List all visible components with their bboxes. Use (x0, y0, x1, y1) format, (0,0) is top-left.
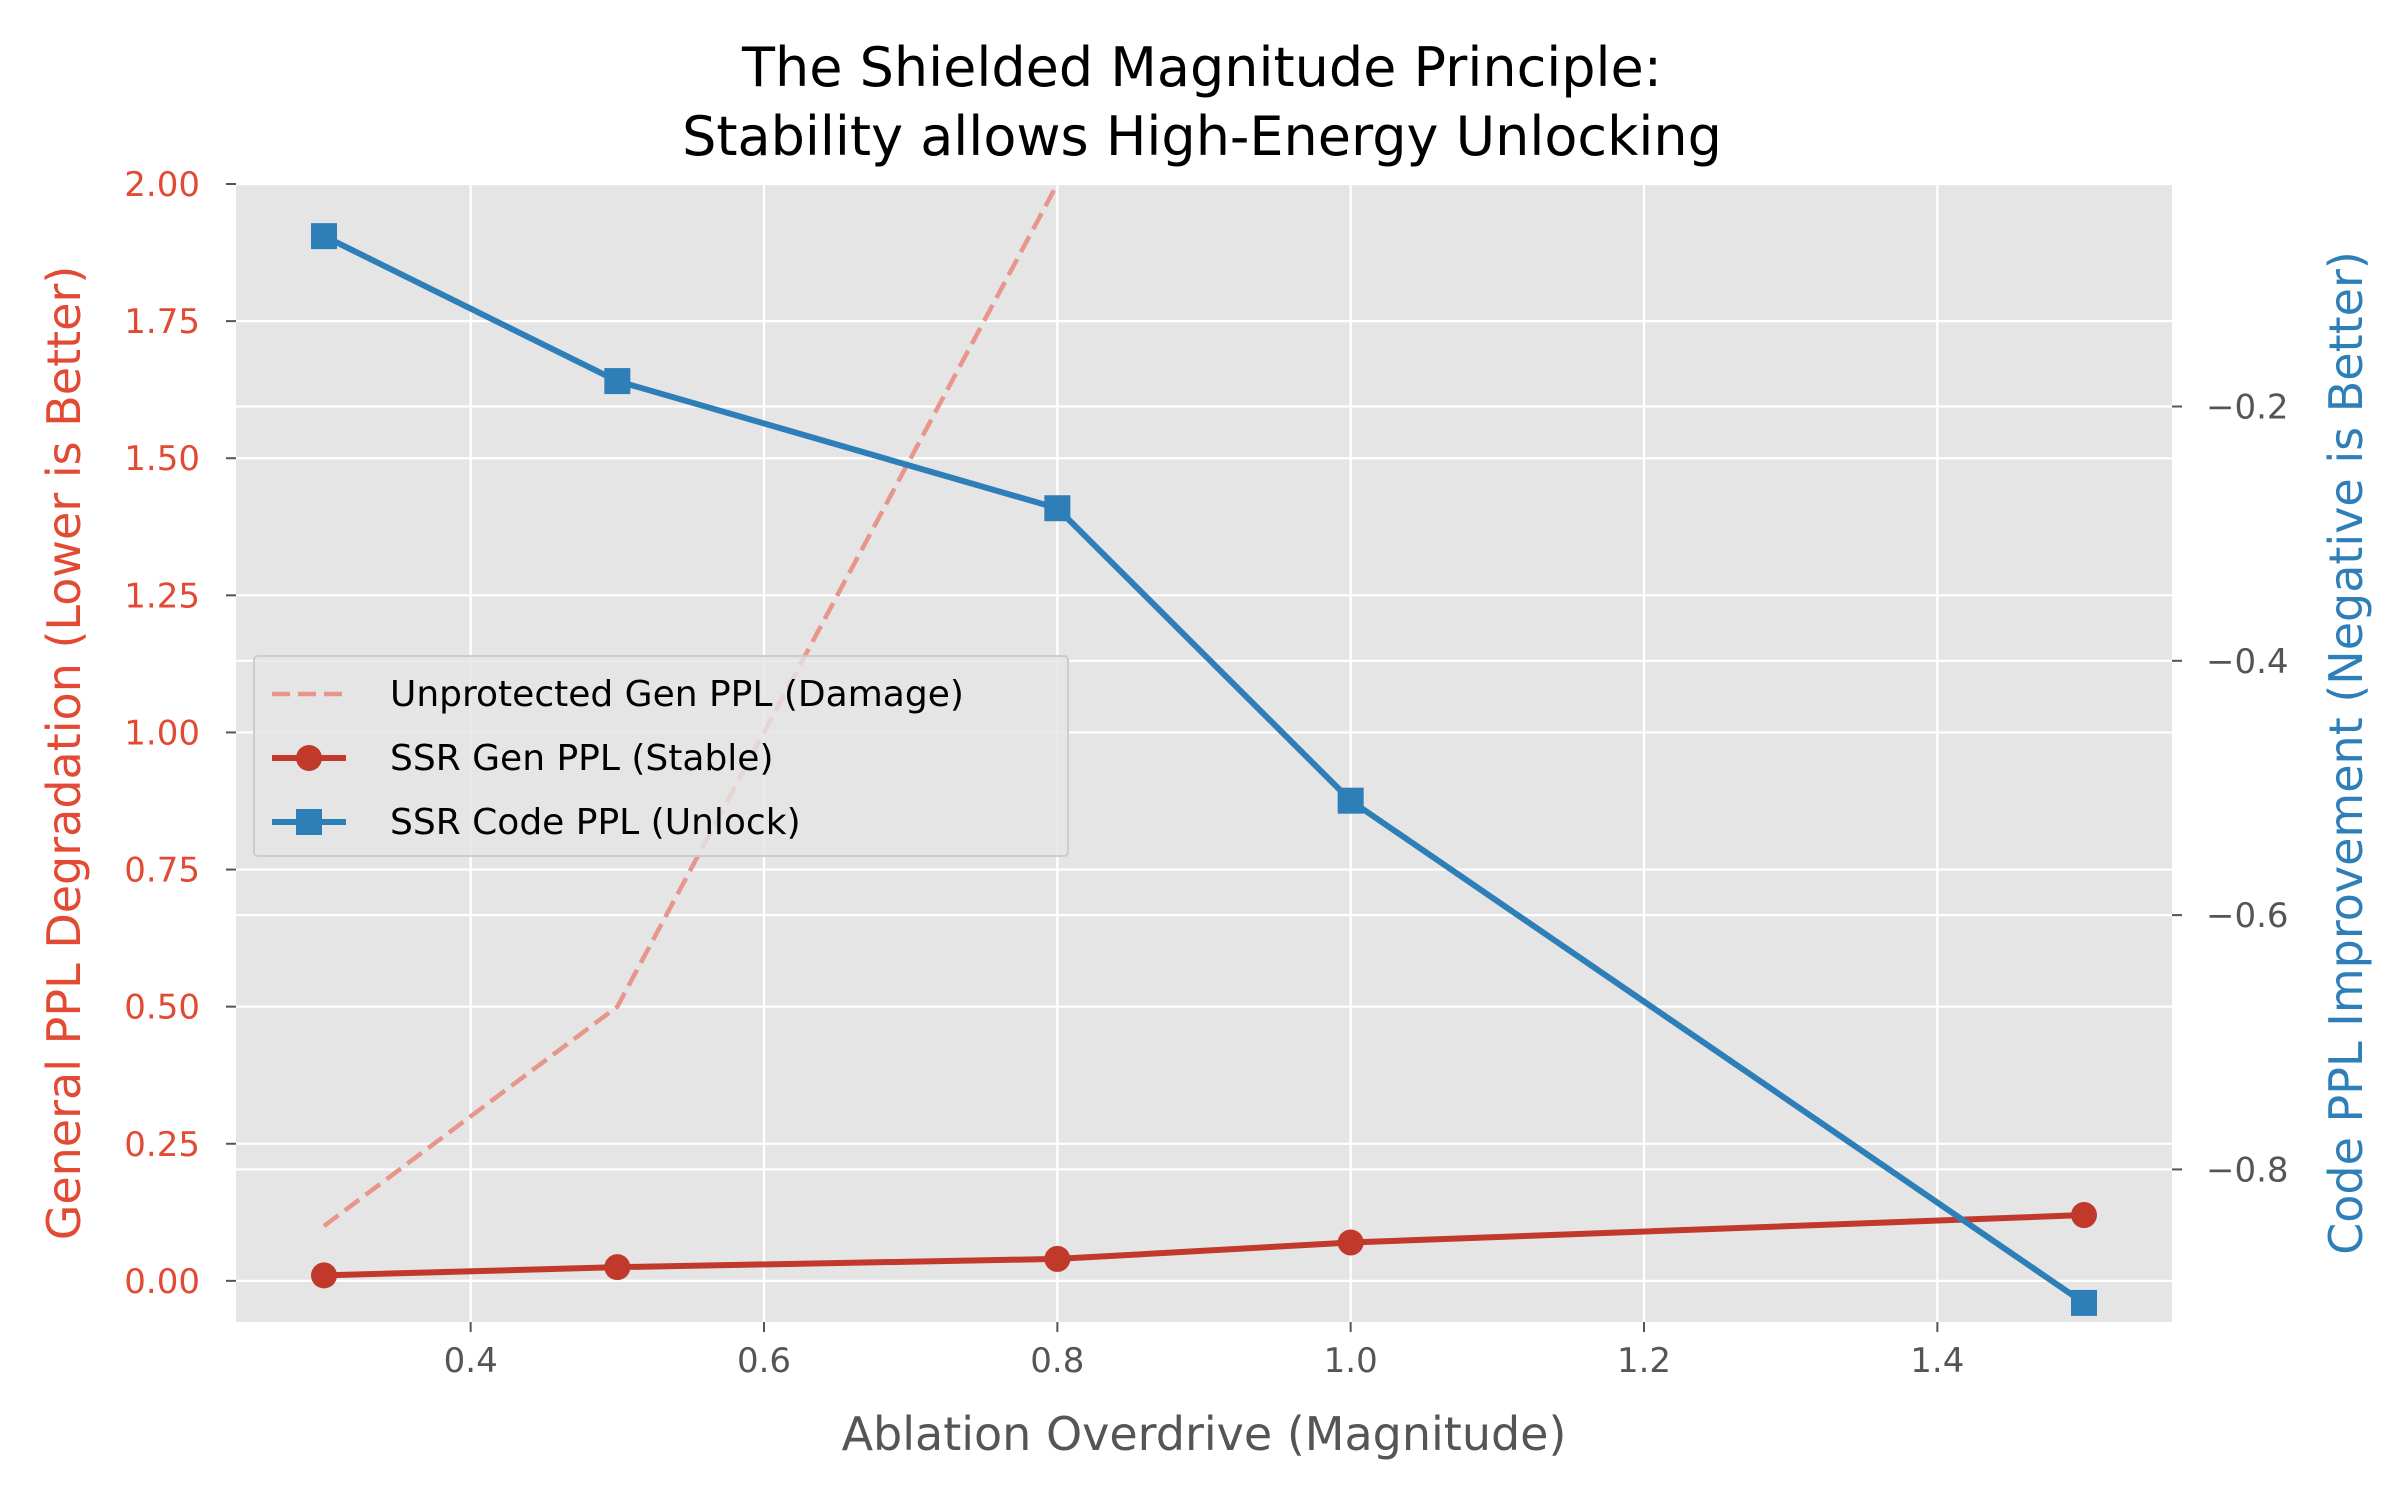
series-2-point-4 (2071, 1289, 2097, 1316)
legend-label-0: Unprotected Gen PPL (Damage) (390, 674, 964, 715)
legend: Unprotected Gen PPL (Damage) SSR Gen PPL … (253, 655, 1069, 857)
y-right-tick-label-3: −0.8 (2206, 1150, 2289, 1190)
y-right-tick-label-0: −0.2 (2206, 388, 2289, 428)
series-layer (311, 184, 2097, 1316)
series-2-point-1 (604, 368, 631, 395)
y-right-tick-label-1: −0.4 (2206, 642, 2289, 682)
y-left-tick-label-2: 0.50 (124, 988, 200, 1028)
y-left-tick-label-6: 1.50 (124, 439, 200, 479)
y-axis-left-label: General PPL Degradation (Lower is Better… (37, 266, 91, 1241)
y-left-tick-label-3: 0.75 (124, 851, 200, 891)
series-1-point-0 (311, 1262, 337, 1289)
series-1-point-1 (604, 1254, 631, 1281)
x-tick-label-0: 0.4 (444, 1341, 498, 1381)
legend-label-2: SSR Code PPL (Unlock) (390, 802, 801, 843)
x-tick-label-1: 0.6 (737, 1341, 791, 1381)
series-2-point-2 (1044, 495, 1071, 522)
y-axis-right-label: Code PPL Improvement (Negative is Better… (2319, 251, 2373, 1255)
y-left-tick-label-0: 0.00 (124, 1262, 200, 1302)
legend-label-1: SSR Gen PPL (Stable) (390, 738, 774, 779)
x-tick-label-4: 1.2 (1617, 1341, 1671, 1381)
chart-title-line-1: The Shielded Magnitude Principle: (741, 36, 1662, 99)
legend-marker-2 (296, 809, 322, 835)
x-axis-label: Ablation Overdrive (Magnitude) (842, 1407, 1567, 1461)
series-1-point-2 (1044, 1245, 1071, 1272)
y-left-tick-label-8: 2.00 (124, 165, 200, 205)
series-line-0 (322, 184, 1060, 1228)
y-left-tick-label-5: 1.25 (124, 576, 200, 616)
legend-marker-1 (296, 745, 322, 771)
grid-lines (236, 182, 2172, 1322)
x-tick-label-5: 1.4 (1910, 1341, 1964, 1381)
legend-box (253, 655, 1069, 857)
chart-title-line-2: Stability allows High-Energy Unlocking (682, 105, 1722, 168)
x-tick-label-2: 0.8 (1030, 1341, 1084, 1381)
y-right-tick-label-2: −0.6 (2206, 896, 2289, 936)
series-2-point-3 (1337, 787, 1364, 814)
series-2-point-0 (311, 223, 337, 250)
series-1-point-4 (2071, 1202, 2097, 1229)
series-1-point-3 (1337, 1229, 1364, 1256)
chart-title: The Shielded Magnitude Principle: Stabil… (682, 36, 1722, 168)
y-left-tick-label-7: 1.75 (124, 302, 200, 342)
y-left-tick-label-4: 1.00 (124, 713, 200, 753)
axes: 0.4 0.6 0.8 1.0 1.2 1.4 0.00 0.25 0.50 0.75 1.00 1.… (124, 165, 2288, 1381)
y-left-tick-label-1: 0.25 (124, 1125, 200, 1165)
x-tick-label-3: 1.0 (1324, 1341, 1378, 1381)
